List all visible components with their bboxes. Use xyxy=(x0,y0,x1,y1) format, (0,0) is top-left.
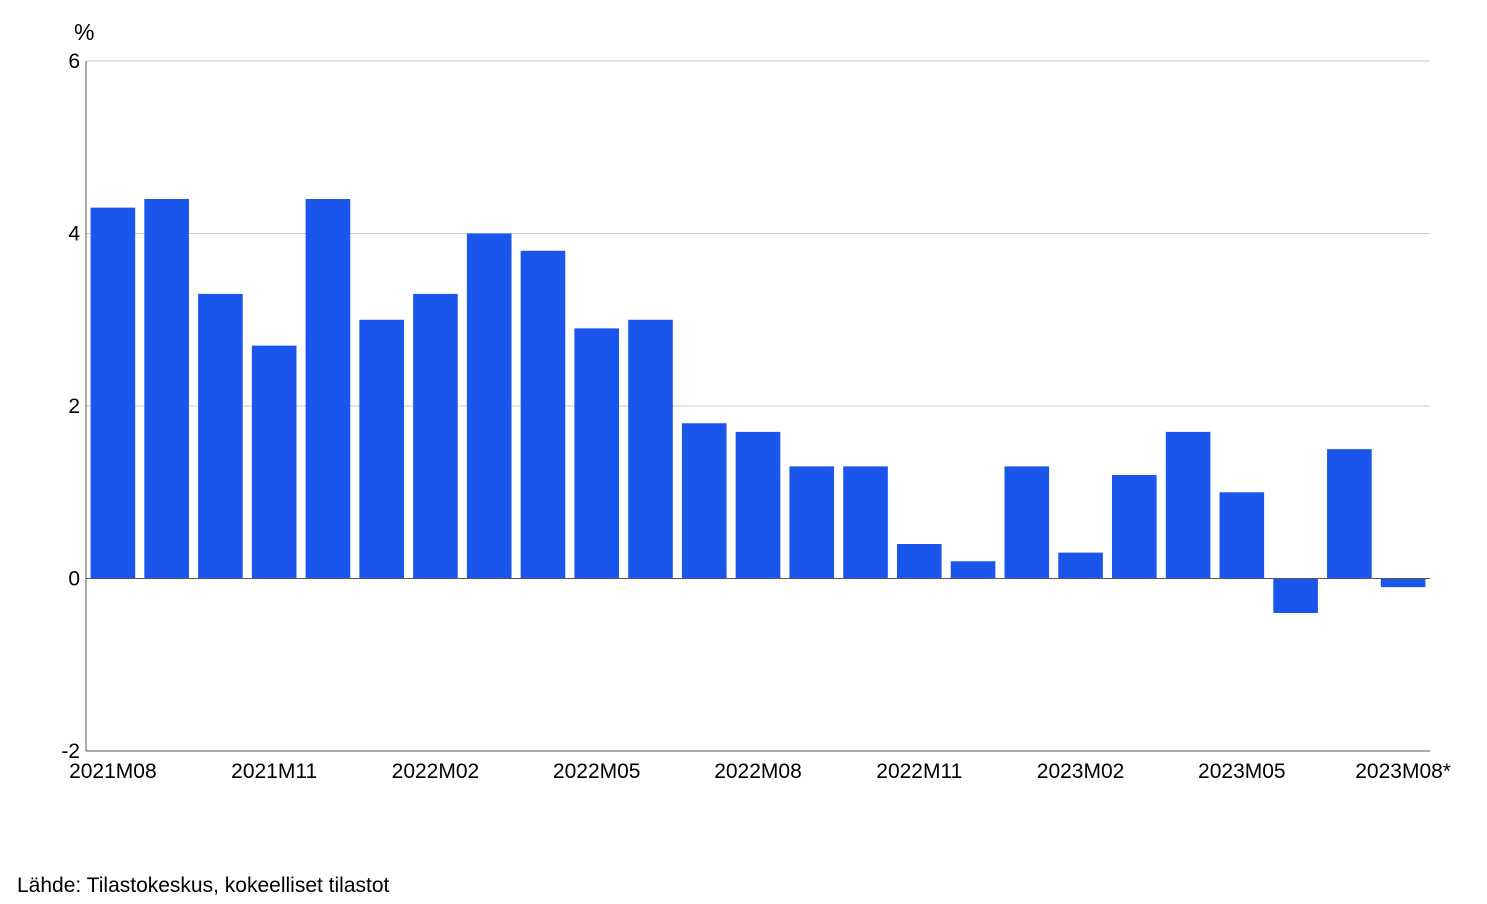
bar xyxy=(1219,492,1265,579)
bar xyxy=(628,319,673,579)
x-tick-label: 2021M11 xyxy=(231,760,317,783)
x-tick-label: 2022M05 xyxy=(553,760,641,783)
source-note: Lähde: Tilastokeskus, kokeelliset tilast… xyxy=(17,874,390,897)
y-tick-label: -2 xyxy=(61,740,80,763)
bar xyxy=(1058,552,1103,579)
x-tick-label: 2023M08* xyxy=(1355,760,1451,783)
bar xyxy=(735,431,781,579)
x-tick-labels: 2021M08 2021M11 2022M02 2022M05 2022M08 2022M… xyxy=(69,760,1451,783)
bar xyxy=(574,328,620,579)
bar xyxy=(90,207,136,579)
bar xyxy=(896,544,942,579)
bar xyxy=(1165,431,1211,579)
x-tick-label: 2021M08 xyxy=(69,760,157,783)
x-tick-label: 2022M11 xyxy=(876,760,962,783)
bar xyxy=(144,199,189,579)
bar xyxy=(1004,466,1050,579)
bars xyxy=(90,199,1426,613)
y-tick-label: 6 xyxy=(68,50,80,73)
bar xyxy=(843,466,888,579)
bar xyxy=(466,233,512,579)
y-tick-labels: -2 0 2 4 6 xyxy=(61,50,80,763)
bar xyxy=(413,293,458,579)
bar xyxy=(1327,449,1372,579)
x-tick-label: 2022M08 xyxy=(714,760,802,783)
bar xyxy=(1380,578,1426,588)
bar xyxy=(251,345,297,579)
bar xyxy=(198,293,243,579)
y-tick-label: 0 xyxy=(68,568,80,591)
bar xyxy=(1112,475,1157,579)
bar xyxy=(1273,578,1318,613)
bar xyxy=(950,561,996,579)
y-axis-label: % xyxy=(74,19,94,45)
bar xyxy=(520,250,566,579)
bar xyxy=(789,466,835,579)
bar xyxy=(359,319,404,579)
y-tick-label: 2 xyxy=(68,395,80,418)
x-tick-label: 2023M02 xyxy=(1037,760,1125,783)
y-tick-label: 4 xyxy=(68,223,80,246)
x-tick-label: 2023M05 xyxy=(1198,760,1286,783)
axes xyxy=(85,61,1430,752)
bar xyxy=(305,199,351,579)
x-tick-label: 2022M02 xyxy=(392,760,480,783)
bar xyxy=(681,423,727,579)
